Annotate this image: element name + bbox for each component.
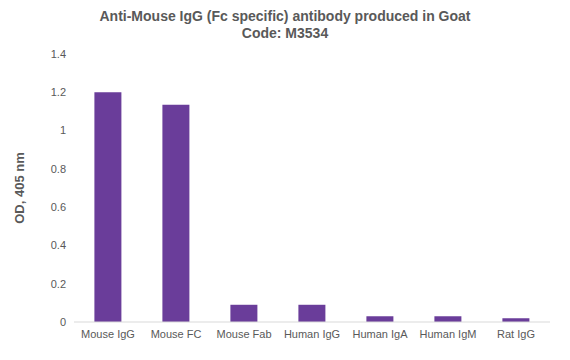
svg-text:Human IgA: Human IgA [352, 328, 408, 340]
html-text:Anti-Mouse IgG (Fc specific) a: Anti-Mouse IgG (Fc specific) antibody pr… [99, 8, 471, 24]
svg-text:Human IgM: Human IgM [420, 328, 477, 340]
svg-text:0.8: 0.8 [51, 163, 66, 175]
svg-text:0.6: 0.6 [51, 201, 66, 213]
svg-text:Mouse IgG: Mouse IgG [81, 328, 135, 340]
svg-text:Mouse Fab: Mouse Fab [216, 328, 271, 340]
svg-text:1: 1 [60, 124, 66, 136]
svg-text:1.2: 1.2 [51, 86, 66, 98]
svg-text:OD, 405 nm: OD, 405 nm [12, 152, 27, 224]
svg-text:0.2: 0.2 [51, 278, 66, 290]
svg-text:0: 0 [60, 316, 66, 328]
svg-text:Rat IgG: Rat IgG [497, 328, 535, 340]
svg-text:1.4: 1.4 [51, 48, 66, 60]
svg-text:Human IgG: Human IgG [284, 328, 340, 340]
html-text:Code: M3534: Code: M3534 [241, 25, 329, 41]
svg-text:0.4: 0.4 [51, 239, 66, 251]
svg-text:Mouse FC: Mouse FC [151, 328, 202, 340]
